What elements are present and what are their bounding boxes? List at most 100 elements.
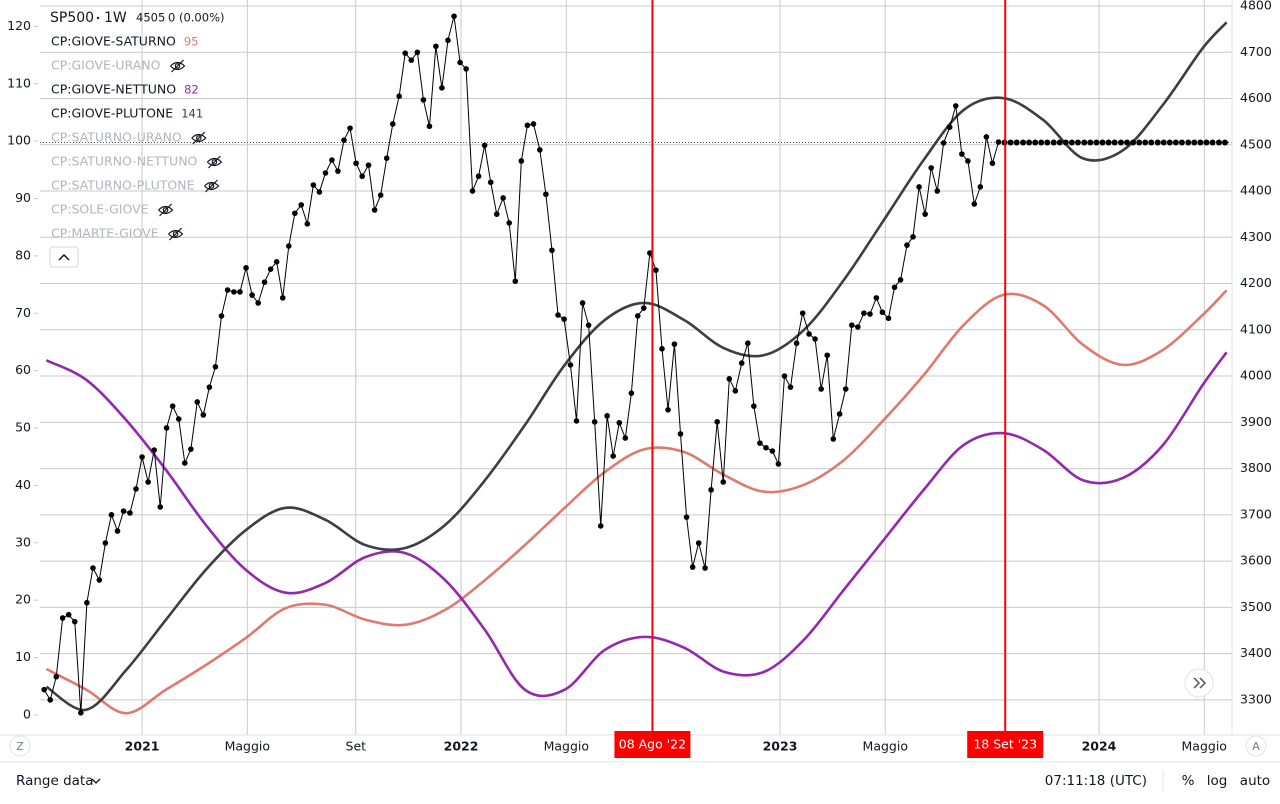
legend-label[interactable]: CP:MARTE-GIOVE [51, 226, 159, 241]
projection-point [1026, 139, 1033, 146]
y2-tick-label: 4200 [1240, 275, 1272, 290]
price-point [292, 210, 298, 217]
price-point [983, 134, 990, 140]
price-point [47, 697, 54, 703]
price-point [396, 93, 402, 100]
price-point [683, 514, 690, 520]
y2-tick-label: 4700 [1240, 44, 1272, 59]
price-point [885, 315, 892, 322]
marker-label-bg [614, 731, 691, 758]
scroll-button[interactable] [1184, 668, 1214, 698]
price-point [53, 673, 60, 680]
price-point [622, 435, 629, 441]
legend-label[interactable]: CP:GIOVE-NETTUNO [51, 82, 176, 97]
projection-point [1007, 139, 1014, 146]
price-point [59, 615, 66, 621]
price-point [677, 431, 684, 437]
hidden-icon[interactable] [158, 203, 174, 217]
y2-tick-label: 3600 [1240, 553, 1272, 568]
projection-point [1068, 139, 1075, 146]
price-point [799, 310, 806, 316]
scale-button[interactable]: Z [16, 740, 24, 753]
grid [40, 0, 1232, 735]
legend-label[interactable]: CP:SATURNO-NETTUNO [51, 154, 198, 169]
price-point [163, 425, 170, 431]
price-point [965, 158, 971, 164]
price-point [139, 454, 145, 460]
price-point [916, 184, 922, 190]
price-point [671, 341, 678, 347]
price-point [891, 284, 898, 291]
bottom-bar: Z A Range data 07:11:18 (UTC) % log auto [0, 735, 1280, 792]
range-button[interactable]: Range data [16, 773, 94, 789]
price-point [78, 709, 84, 716]
projection-point [1178, 139, 1185, 146]
price-point [549, 247, 555, 254]
price-point [659, 345, 665, 352]
price-point [738, 360, 745, 366]
marker-label: 08 Ago '22 [619, 737, 686, 752]
price-point [506, 220, 513, 226]
price-point [867, 311, 873, 317]
price-point [377, 192, 384, 198]
projection-point [1142, 139, 1149, 146]
price-point [151, 447, 157, 453]
x-tick-label: Maggio [544, 739, 589, 754]
price-point [273, 259, 280, 265]
y2-tick-label: 3500 [1240, 599, 1272, 614]
price-point [200, 412, 207, 418]
projection-point [1154, 139, 1161, 146]
price-point [493, 211, 500, 217]
x-tick-label: Maggio [225, 739, 270, 754]
price-point [408, 57, 415, 63]
legend-symbol: SP500 [50, 10, 94, 26]
hidden-icon[interactable] [191, 131, 207, 145]
price-point [169, 403, 176, 409]
legend-label[interactable]: CP:GIOVE-URANO [51, 58, 161, 73]
price-point [451, 13, 457, 19]
price-point [481, 142, 488, 149]
legend-label[interactable]: CP:SATURNO-PLUTONE [51, 178, 195, 193]
auto-scale-button[interactable]: A [1252, 740, 1260, 753]
price-point [597, 523, 604, 529]
auto-toggle[interactable]: auto [1240, 773, 1270, 789]
button-frame[interactable] [49, 246, 79, 268]
price-point [726, 376, 733, 382]
price-point [744, 340, 751, 347]
projection-point [1038, 139, 1045, 146]
hidden-icon[interactable] [168, 227, 184, 241]
chevron-icon [58, 253, 70, 261]
projection-point [1013, 139, 1020, 146]
y-tick-label: 20 [15, 592, 31, 607]
legend-label[interactable]: CP:SOLE-GIOVE [51, 202, 149, 217]
scroll-icon [1193, 677, 1207, 689]
projection-point [1111, 139, 1118, 146]
price-point [341, 137, 347, 143]
price-point [316, 189, 323, 195]
price-point [824, 352, 831, 359]
projection-point [1056, 139, 1063, 146]
price-point [910, 234, 916, 240]
y2-tick-label: 4500 [1240, 136, 1272, 151]
percent-toggle[interactable]: % [1182, 773, 1195, 789]
legend-label[interactable]: CP:SATURNO-URANO [51, 130, 182, 145]
cycle-curve [45, 289, 1228, 715]
price-point [157, 504, 164, 510]
price-point [702, 565, 708, 571]
projection-point [1197, 139, 1204, 146]
button-frame[interactable] [1245, 735, 1267, 757]
hidden-icon[interactable] [170, 59, 186, 73]
log-toggle[interactable]: log [1207, 773, 1228, 789]
button-frame[interactable] [9, 735, 31, 757]
clock: 07:11:18 (UTC) [1045, 773, 1147, 789]
legend-label[interactable]: CP:GIOVE-SATURNO [51, 34, 176, 49]
price-point [818, 386, 824, 392]
price-point [237, 289, 243, 295]
hidden-icon[interactable] [206, 155, 223, 169]
projection-point [1136, 139, 1143, 146]
collapse-button[interactable] [49, 246, 79, 268]
price-point [402, 50, 409, 56]
legend-label[interactable]: CP:GIOVE-PLUTONE [51, 106, 173, 121]
hidden-icon[interactable] [204, 179, 220, 193]
